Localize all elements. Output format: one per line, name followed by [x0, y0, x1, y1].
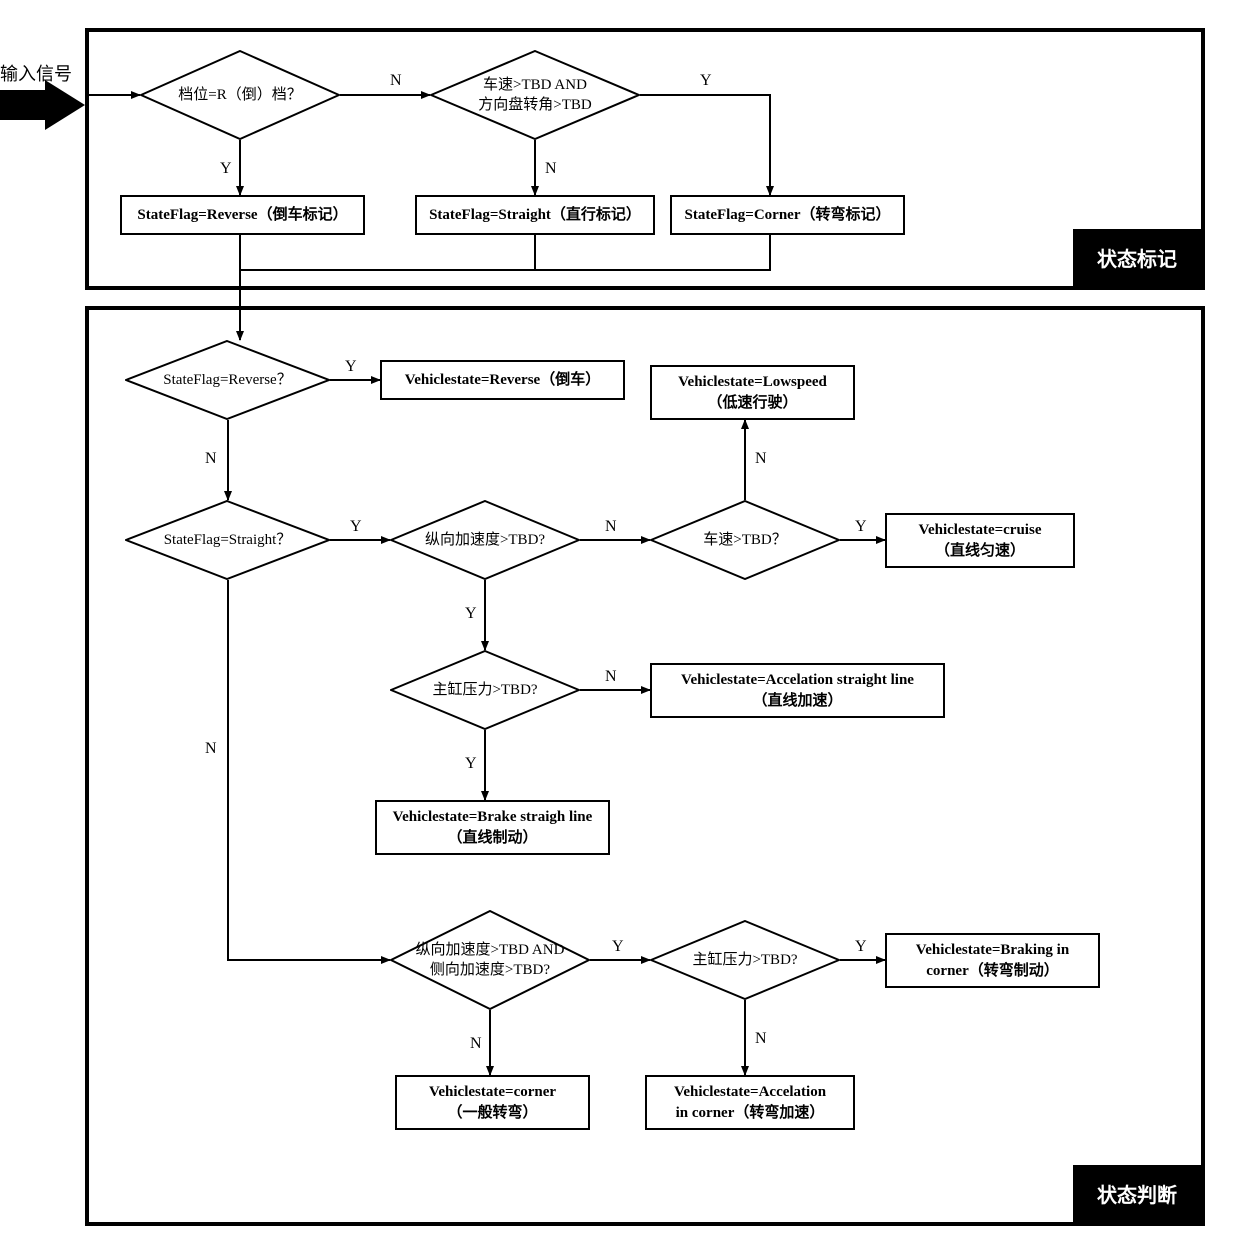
- label-d7-y: Y: [465, 755, 477, 773]
- box-stateflag-corner: StateFlag=Corner（转弯标记）: [670, 195, 905, 235]
- frame-state-mark-label: 状态标记: [1073, 229, 1201, 286]
- decision-gear-r-text: 档位=R（倒）档？: [140, 50, 340, 140]
- decision-acc-both-text: 纵向加速度>TBD AND侧向加速度>TBD?: [390, 910, 590, 1010]
- flowchart-canvas: 状态标记 状态判断 输入信号: [0, 0, 1240, 1248]
- decision-speed-angle-text: 车速>TBD AND方向盘转角>TBD: [430, 50, 640, 140]
- box-vehiclestate-corner: Vehiclestate=corner（一般转弯）: [395, 1075, 590, 1130]
- decision-speed: 车速>TBD？: [650, 500, 840, 580]
- decision-long-acc-text: 纵向加速度>TBD?: [390, 500, 580, 580]
- decision-acc-both: 纵向加速度>TBD AND侧向加速度>TBD?: [390, 910, 590, 1010]
- label-d6-n: N: [755, 450, 767, 468]
- decision-speed-text: 车速>TBD？: [650, 500, 840, 580]
- decision-master-pressure: 主缸压力>TBD?: [390, 650, 580, 730]
- input-arrow-icon: [0, 80, 90, 145]
- label-d9-n: N: [755, 1030, 767, 1048]
- box-stateflag-straight: StateFlag=Straight（直行标记）: [415, 195, 655, 235]
- label-d8-y: Y: [612, 938, 624, 956]
- decision-stateflag-reverse: StateFlag=Reverse？: [125, 340, 330, 420]
- label-d9-y: Y: [855, 938, 867, 956]
- label-d1-y: Y: [220, 160, 232, 178]
- decision-master-pressure-2-text: 主缸压力>TBD?: [650, 920, 840, 1000]
- label-d4-n: N: [205, 740, 217, 758]
- label-d6-y: Y: [855, 518, 867, 536]
- decision-master-pressure-text: 主缸压力>TBD?: [390, 650, 580, 730]
- decision-speed-angle: 车速>TBD AND方向盘转角>TBD: [430, 50, 640, 140]
- box-stateflag-reverse: StateFlag=Reverse（倒车标记）: [120, 195, 365, 235]
- box-vehiclestate-acc-straight: Vehiclestate=Accelation straight line（直线…: [650, 663, 945, 718]
- label-d5-y: Y: [465, 605, 477, 623]
- decision-long-acc: 纵向加速度>TBD?: [390, 500, 580, 580]
- decision-gear-r: 档位=R（倒）档？: [140, 50, 340, 140]
- decision-stateflag-straight: StateFlag=Straight？: [125, 500, 330, 580]
- decision-master-pressure-2: 主缸压力>TBD?: [650, 920, 840, 1000]
- label-d8-n: N: [470, 1035, 482, 1053]
- frame-state-judge-label: 状态判断: [1073, 1165, 1201, 1222]
- box-vehiclestate-acc-corner: Vehiclestate=Accelationin corner（转弯加速）: [645, 1075, 855, 1130]
- label-d3-n: N: [205, 450, 217, 468]
- box-vehiclestate-brake-straight: Vehiclestate=Brake straigh line（直线制动）: [375, 800, 610, 855]
- box-vehiclestate-lowspeed: Vehiclestate=Lowspeed（低速行驶）: [650, 365, 855, 420]
- label-d7-n: N: [605, 668, 617, 686]
- label-d2-n: N: [545, 160, 557, 178]
- label-d3-y: Y: [345, 358, 357, 376]
- label-d4-y: Y: [350, 518, 362, 536]
- decision-stateflag-straight-text: StateFlag=Straight？: [125, 500, 330, 580]
- box-vehiclestate-cruise: Vehiclestate=cruise（直线匀速）: [885, 513, 1075, 568]
- label-d1-n: N: [390, 72, 402, 90]
- box-vehiclestate-brake-corner: Vehiclestate=Braking incorner（转弯制动）: [885, 933, 1100, 988]
- box-vehiclestate-reverse: Vehiclestate=Reverse（倒车）: [380, 360, 625, 400]
- label-d2-y: Y: [700, 72, 712, 90]
- label-d5-n: N: [605, 518, 617, 536]
- decision-stateflag-reverse-text: StateFlag=Reverse？: [125, 340, 330, 420]
